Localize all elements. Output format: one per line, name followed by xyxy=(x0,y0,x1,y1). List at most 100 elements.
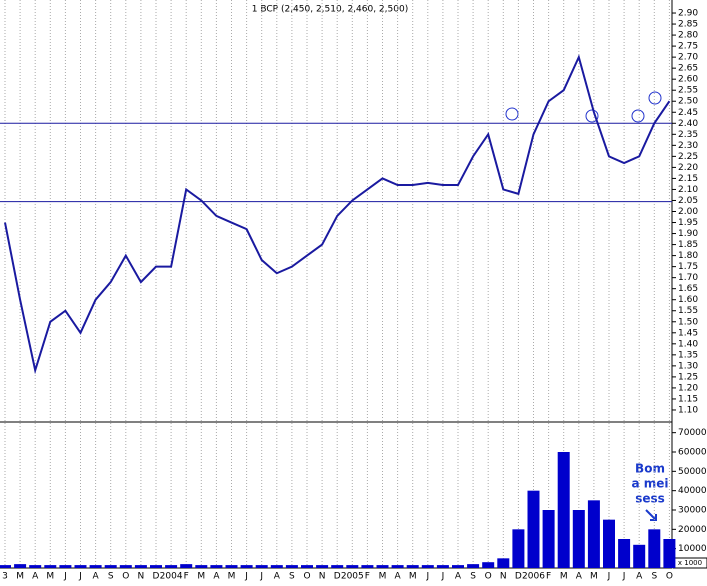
x-tick-label: 2005 xyxy=(341,572,364,582)
y-tick-label: 2.00 xyxy=(678,207,698,217)
volume-bar xyxy=(376,565,389,568)
y-tick-label: 1.70 xyxy=(678,273,698,283)
y-tick-label: 2.80 xyxy=(678,31,698,41)
y-tick-label: 1.75 xyxy=(678,262,698,272)
x-tick-label: A xyxy=(32,572,39,582)
x-tick-label: A xyxy=(395,572,402,582)
x-tick-label: A xyxy=(274,572,281,582)
volume-bar xyxy=(255,565,268,568)
x-tick-label: O xyxy=(666,572,673,582)
x-tick-label: M xyxy=(560,572,568,582)
y-tick-label: 2.70 xyxy=(678,53,698,63)
y-tick-label: 2.60 xyxy=(678,75,698,85)
x-tick-label: O xyxy=(303,572,310,582)
volume-bar xyxy=(195,565,208,568)
y-tick-label: 1.30 xyxy=(678,361,698,371)
volume-bar xyxy=(240,565,253,568)
x-tick-label: S xyxy=(108,572,114,582)
x-tick-label: F xyxy=(365,572,370,582)
y-tick-label: 2.50 xyxy=(678,97,698,107)
volume-bar xyxy=(285,565,298,568)
volume-bar xyxy=(165,565,178,568)
volume-bar xyxy=(436,565,449,568)
chart-title: 1 BCP (2,450, 2,510, 2,460, 2,500) xyxy=(252,5,408,15)
x-tick-label: J xyxy=(78,572,82,582)
y-tick-label: 1.10 xyxy=(678,405,698,415)
x-tick-label: O xyxy=(122,572,129,582)
y-tick-label: 1.85 xyxy=(678,240,698,250)
chart-symbols xyxy=(505,91,662,123)
y-tick-label: 1.45 xyxy=(678,328,698,338)
y-tick-label: 2.45 xyxy=(678,108,698,118)
volume-bar xyxy=(527,490,540,568)
x-tick-label: J xyxy=(63,572,67,582)
volume-bar xyxy=(119,565,132,568)
volume-bar xyxy=(14,564,27,568)
x-tick-label: S xyxy=(289,572,295,582)
x-tick-label: M xyxy=(590,572,598,582)
x-tick-label: D xyxy=(334,572,341,582)
y2-tick-label: 20000 xyxy=(678,525,707,535)
x-tick-label: M xyxy=(379,572,387,582)
y-tick-label: 2.40 xyxy=(678,119,698,129)
y2-tick-label: 10000 xyxy=(678,544,707,554)
volume-unit: x 1000 xyxy=(678,559,702,567)
x-tick-label: F xyxy=(184,572,189,582)
volume-bar xyxy=(104,565,117,568)
annotation-arrow xyxy=(645,509,657,521)
volume-bar xyxy=(618,539,631,568)
y-tick-label: 2.35 xyxy=(678,130,698,140)
volume-bar xyxy=(150,565,162,568)
x-tick-label: F xyxy=(546,572,551,582)
y-tick-label: 1.35 xyxy=(678,350,698,360)
volume-bar xyxy=(59,565,72,568)
y-tick-label: 2.75 xyxy=(678,42,698,52)
volume-bar xyxy=(331,565,344,568)
y-tick-label: 1.55 xyxy=(678,306,698,316)
x-tick-label: M xyxy=(46,572,54,582)
volume-bar xyxy=(44,565,57,568)
y-tick-label: 2.25 xyxy=(678,152,698,162)
y-tick-label: 1.60 xyxy=(678,295,698,305)
y-tick-label: 2.55 xyxy=(678,86,698,96)
x-tick-label: S xyxy=(470,572,476,582)
volume-bar xyxy=(421,565,434,568)
x-tick-label: A xyxy=(93,572,100,582)
volume-bar xyxy=(497,558,510,568)
y-tick-label: 2.65 xyxy=(678,64,698,74)
x-tick-label: 3 xyxy=(2,572,8,582)
x-tick-label: J xyxy=(622,572,626,582)
y-tick-label: 1.20 xyxy=(678,383,698,393)
x-tick-label: A xyxy=(213,572,220,582)
volume-bar xyxy=(467,564,480,568)
volume-bar xyxy=(512,529,525,568)
volume-bar xyxy=(210,565,223,568)
volume-bar xyxy=(633,544,646,568)
x-tick-label: S xyxy=(651,572,657,582)
x-tick-label: O xyxy=(485,572,492,582)
y-tick-label: 1.15 xyxy=(678,394,698,404)
x-tick-label: A xyxy=(636,572,643,582)
volume-bar xyxy=(391,565,404,568)
x-tick-label: J xyxy=(441,572,445,582)
x-tick-label: M xyxy=(16,572,24,582)
y-tick-label: 1.95 xyxy=(678,218,698,228)
y-tick-label: 2.15 xyxy=(678,174,698,184)
volume-bar xyxy=(587,500,600,568)
y-tick-label: 2.05 xyxy=(678,196,698,206)
volume-bar xyxy=(542,510,555,568)
y2-tick-label: 70000 xyxy=(678,428,707,438)
volume-bar xyxy=(134,565,147,568)
y2-tick-label: 30000 xyxy=(678,506,707,516)
x-tick-label: J xyxy=(259,572,263,582)
price-line xyxy=(4,54,671,375)
x-tick-label: 2006 xyxy=(522,572,545,582)
volume-bar xyxy=(648,529,661,568)
volume-bar xyxy=(29,565,42,568)
x-tick-label: M xyxy=(228,572,236,582)
volume-bar xyxy=(346,565,359,568)
y-tick-label: 1.80 xyxy=(678,251,698,261)
volume-bar xyxy=(316,565,329,568)
